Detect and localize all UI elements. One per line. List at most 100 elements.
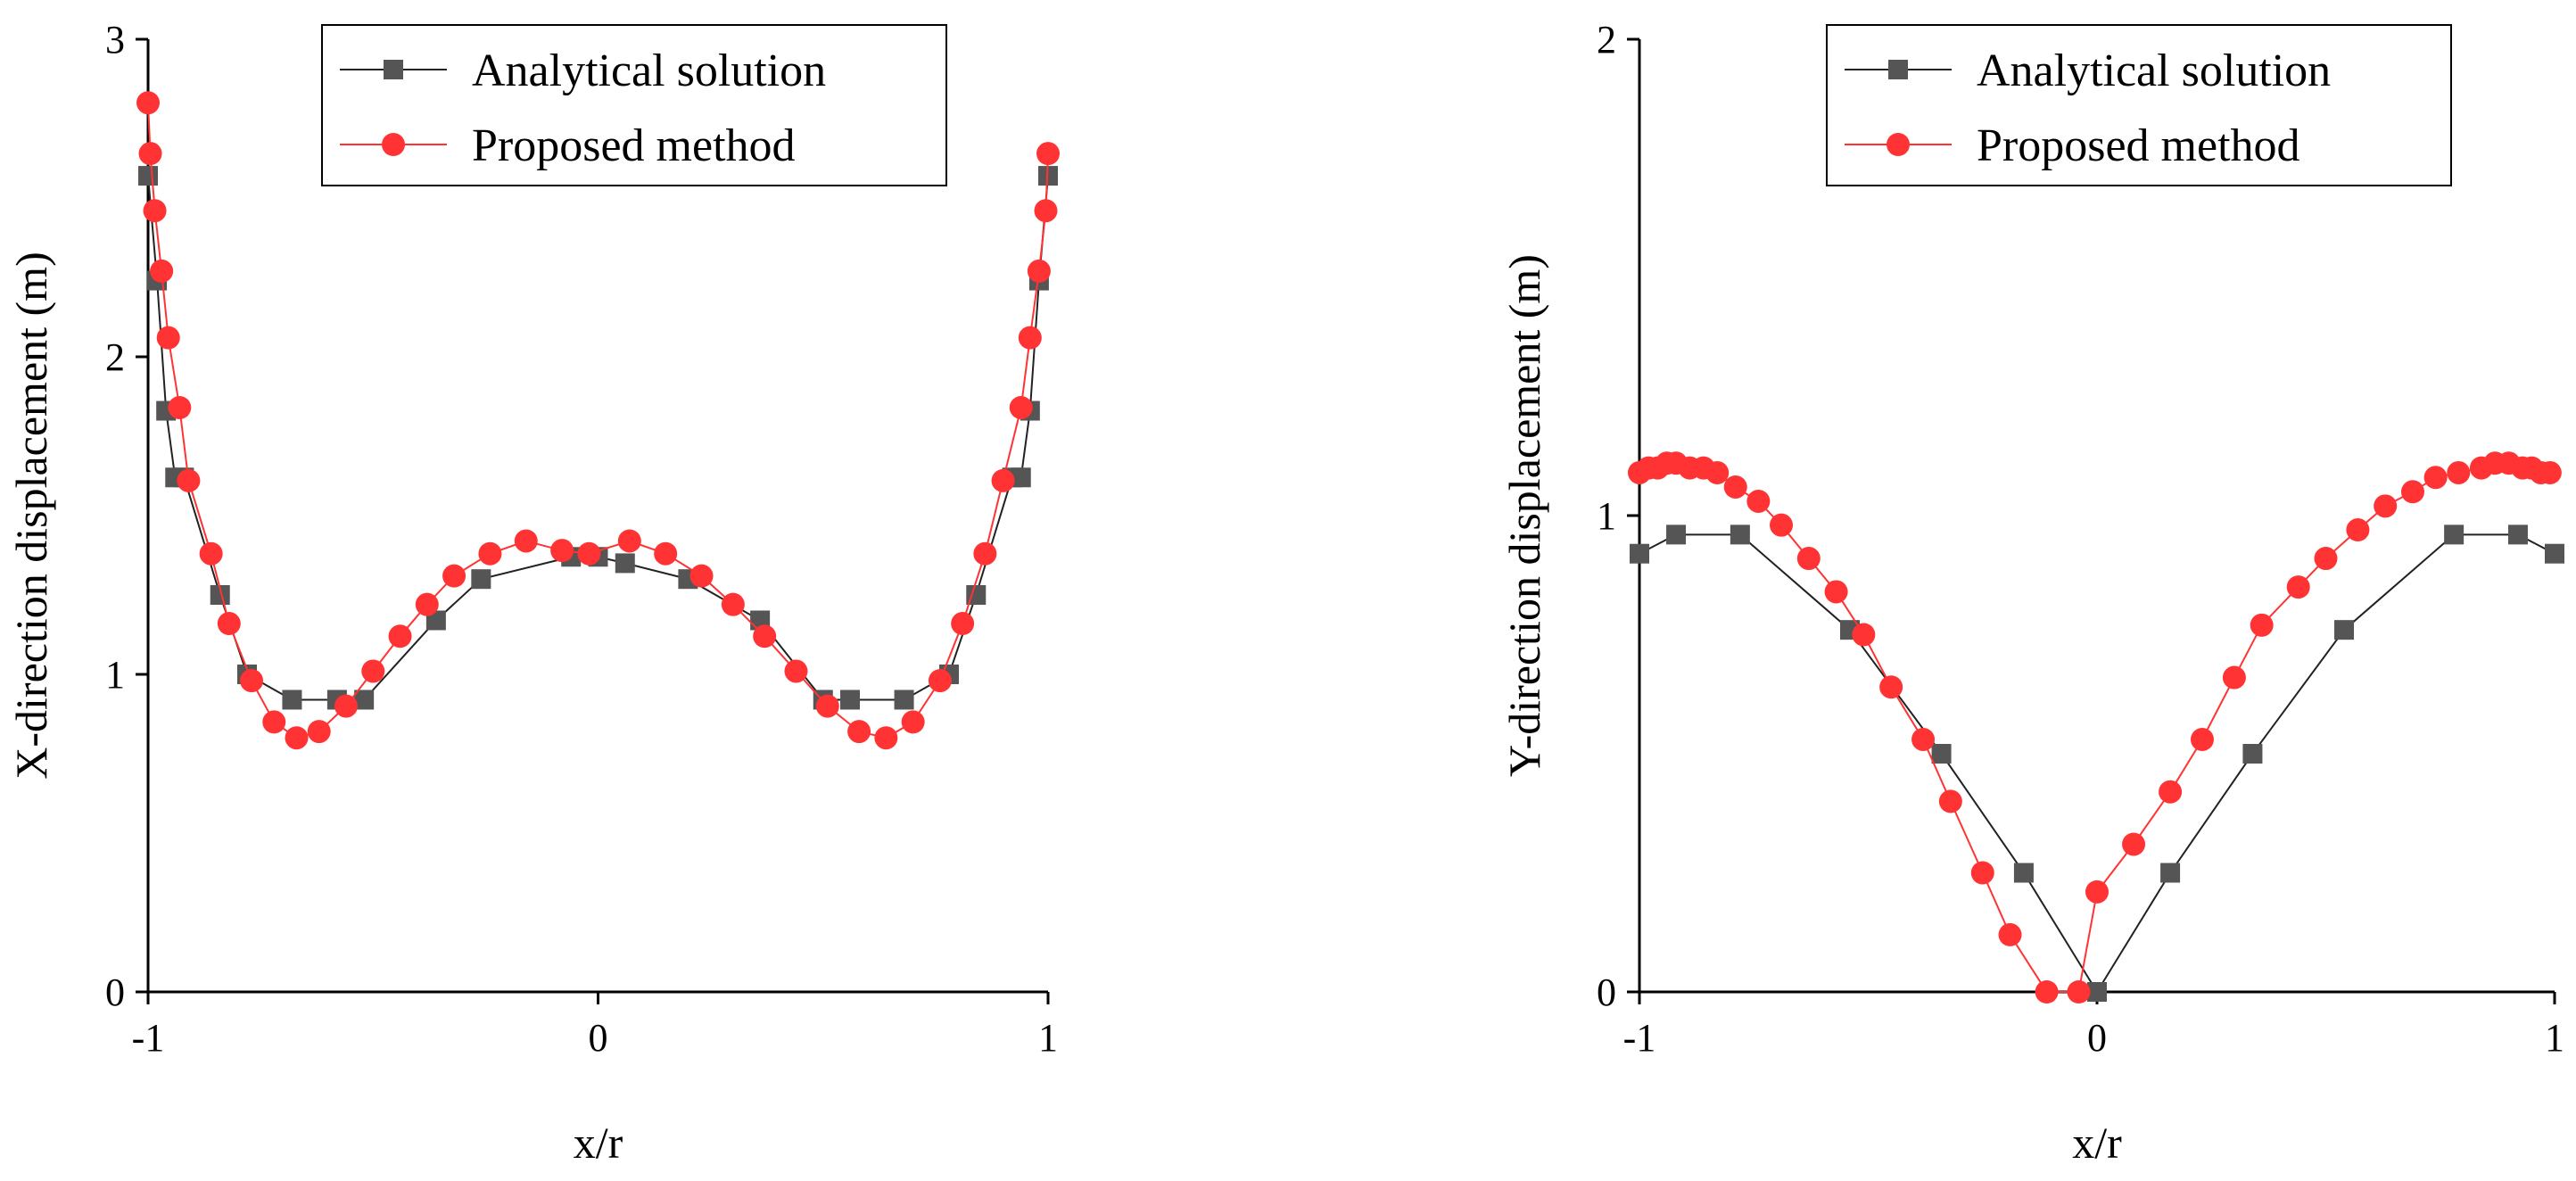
series-line-proposed: [1639, 462, 2550, 993]
x-tick-label: 1: [1038, 1016, 1058, 1060]
x-tick-label: 0: [589, 1016, 608, 1060]
proposed-point: [2374, 494, 2398, 518]
proposed-point: [973, 541, 997, 566]
y-tick-label: 2: [105, 335, 125, 379]
legend-circle-marker: [1887, 133, 1910, 156]
proposed-point: [143, 199, 167, 223]
proposed-point: [847, 720, 871, 744]
y-axis-title: X-direction displacement (m): [6, 252, 56, 779]
series-line-analytical: [1639, 533, 2555, 994]
legend-square-marker: [1888, 60, 1908, 79]
proposed-point: [307, 720, 331, 744]
analytical-point: [2334, 620, 2355, 640]
proposed-point: [1018, 326, 1042, 350]
proposed-point: [168, 395, 192, 419]
y-tick-label: 1: [1597, 494, 1616, 538]
legend-label: Analytical solution: [1977, 45, 2331, 96]
proposed-point: [1970, 861, 1994, 885]
legend-box: [1826, 24, 2452, 186]
analytical-point: [354, 690, 375, 710]
proposed-point: [2538, 460, 2562, 484]
proposed-point: [689, 564, 714, 588]
analytical-point: [425, 610, 446, 631]
proposed-point: [1911, 727, 1936, 751]
proposed-point: [654, 541, 678, 566]
proposed-point: [2067, 980, 2091, 1003]
proposed-point: [1938, 789, 1962, 813]
analytical-point: [1730, 524, 1750, 545]
analytical-point: [2242, 744, 2263, 764]
proposed-point: [991, 468, 1015, 492]
analytical-point: [1630, 543, 1649, 564]
proposed-point: [388, 624, 412, 648]
proposed-point: [2222, 665, 2246, 690]
legend-square-marker: [384, 60, 403, 79]
proposed-point: [2314, 547, 2338, 571]
proposed-point: [240, 669, 264, 693]
proposed-point: [2035, 980, 2059, 1003]
proposed-point: [753, 624, 777, 648]
proposed-point: [2447, 460, 2471, 484]
proposed-point: [901, 710, 925, 734]
proposed-point: [136, 91, 160, 115]
proposed-point: [2423, 466, 2448, 490]
proposed-point: [150, 259, 174, 283]
analytical-point: [2160, 863, 2181, 883]
proposed-point: [2250, 613, 2274, 637]
y-tick-label: 0: [1597, 970, 1616, 1014]
proposed-point: [361, 659, 385, 683]
y-tick-label: 0: [105, 970, 125, 1014]
analytical-point: [282, 690, 302, 710]
proposed-point: [2085, 880, 2109, 904]
proposed-point: [2159, 780, 2183, 804]
proposed-point: [1852, 623, 1876, 647]
proposed-point: [285, 726, 309, 750]
proposed-point: [550, 539, 574, 563]
y-tick-label: 2: [1597, 18, 1616, 62]
analytical-point: [840, 690, 861, 710]
x-axis-title: x/r: [574, 1118, 623, 1168]
proposed-point: [199, 541, 223, 566]
proposed-point: [1723, 475, 1747, 499]
x-tick-label: -1: [1623, 1016, 1656, 1060]
y-axis-title: Y-direction displacement (m): [1499, 254, 1549, 777]
analytical-point: [2444, 524, 2465, 545]
analytical-point: [2013, 863, 2034, 883]
proposed-point: [1824, 580, 1848, 604]
proposed-point: [617, 529, 641, 553]
proposed-point: [2122, 832, 2146, 856]
analytical-point: [138, 166, 158, 186]
proposed-point: [415, 592, 439, 616]
proposed-point: [1879, 675, 1903, 699]
proposed-point: [874, 726, 898, 750]
proposed-point: [1705, 460, 1730, 484]
y-tick-label: 1: [105, 653, 125, 697]
analytical-point: [2507, 524, 2528, 545]
analytical-point: [2545, 543, 2564, 564]
analytical-point: [2087, 982, 2107, 1002]
proposed-point: [156, 326, 180, 350]
proposed-point: [442, 564, 466, 588]
proposed-point: [1036, 142, 1060, 166]
x-axis-title: x/r: [2072, 1118, 2122, 1168]
x-tick-label: 1: [2545, 1016, 2564, 1060]
proposed-point: [478, 541, 502, 566]
legend-label: Proposed method: [472, 120, 796, 171]
proposed-point: [815, 694, 839, 718]
analytical-point: [471, 569, 491, 590]
proposed-point: [1796, 547, 1821, 571]
analytical-point: [894, 690, 914, 710]
proposed-point: [2346, 518, 2370, 542]
analytical-point: [966, 585, 987, 605]
legend-circle-marker: [382, 133, 405, 156]
legend-box: [321, 24, 947, 186]
proposed-point: [177, 468, 201, 492]
proposed-point: [1998, 922, 2022, 946]
proposed-point: [784, 659, 808, 683]
proposed-point: [928, 669, 952, 693]
analytical-point: [1931, 744, 1952, 764]
series-line-proposed: [147, 103, 1049, 739]
proposed-point: [262, 710, 286, 734]
proposed-point: [1034, 199, 1058, 223]
